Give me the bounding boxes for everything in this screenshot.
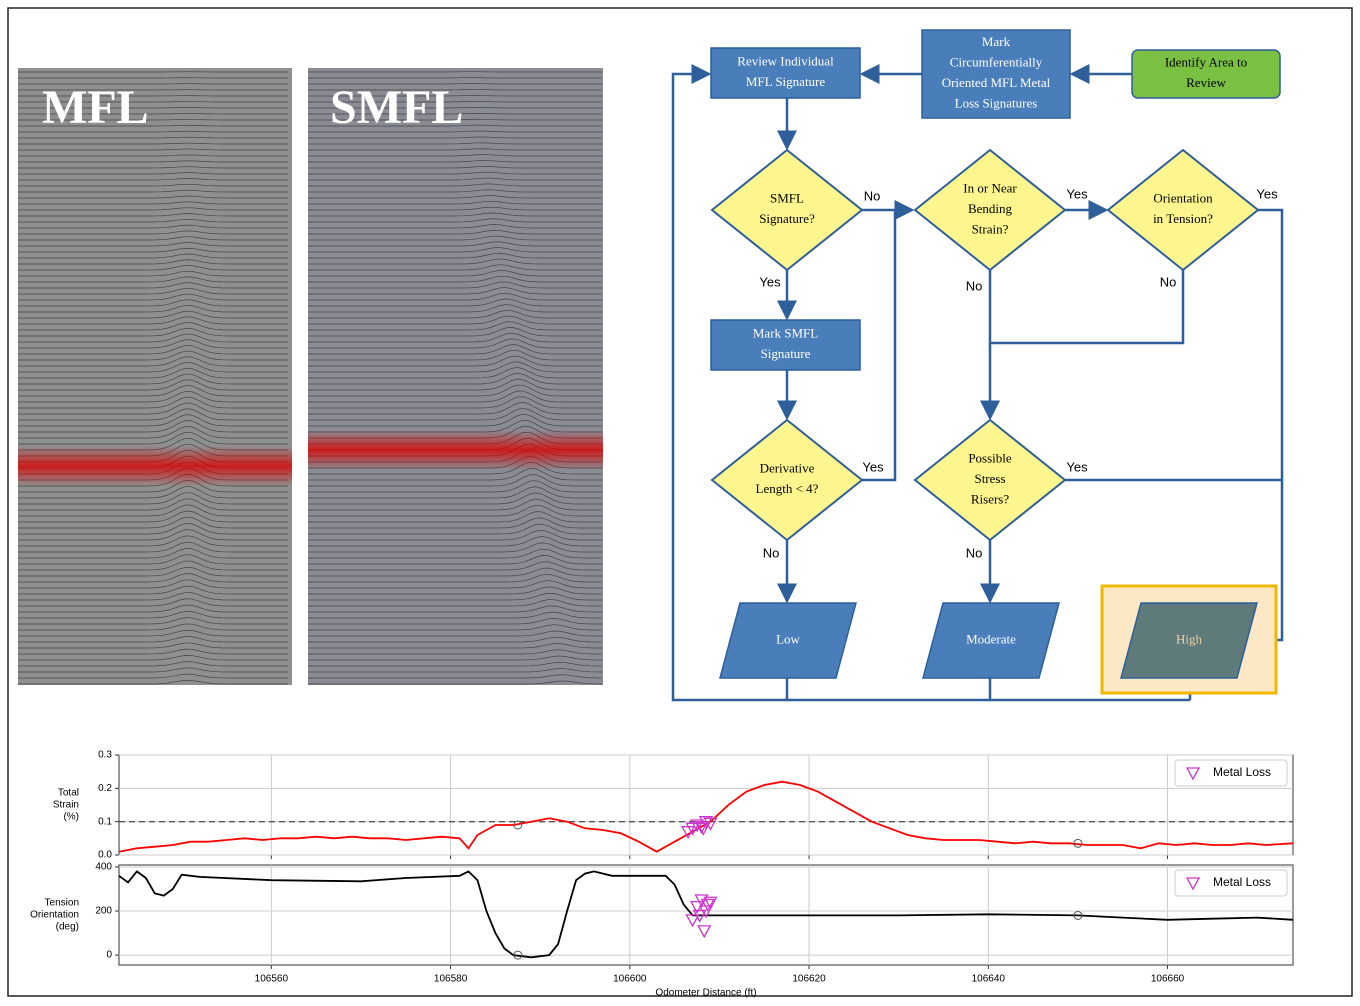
edge-label: Yes [1066,186,1088,201]
x-tick-label: 106580 [434,974,468,985]
edge-label: Yes [759,274,781,289]
node-label: Circumferentially [950,55,1043,70]
y-tick-label: 400 [95,862,112,873]
node-label: Length < 4? [756,481,819,496]
x-tick-label: 106600 [613,974,647,985]
y-axis-label: Strain [53,800,79,811]
node-label: Signature [761,346,811,361]
node-label: Review Individual [737,54,834,69]
node-label: Risers? [971,491,1010,506]
node-label: Orientation [1153,191,1213,206]
y-axis-label: Total [58,788,79,799]
node-label: Review [1186,75,1226,90]
figure: MFL SMFL Identify Area to Review Mark Circum… [0,0,1360,1001]
plot-area [119,755,1293,855]
legend-label: Metal Loss [1213,765,1271,779]
edge-label: No [1160,274,1177,289]
node-label: High [1176,631,1203,646]
signal-image [18,68,292,685]
edge-label: No [966,545,983,560]
red-band [18,446,292,486]
image-label: SMFL [330,81,463,134]
legend-label: Metal Loss [1213,875,1271,889]
decision [712,150,862,270]
y-axis-label: (%) [63,812,79,823]
node-label: In or Near [963,180,1017,195]
y-tick-label: 0 [106,950,112,961]
y-tick-label: 0.1 [98,816,112,827]
edge-label: No [864,188,881,203]
y-tick-label: 0.0 [98,850,112,861]
red-band [308,430,603,470]
node-label: in Tension? [1153,211,1213,226]
y-axis-label: Orientation [30,910,79,921]
x-axis-label: Odometer Distance (ft) [655,988,756,999]
x-tick-label: 106620 [792,974,826,985]
node-label: Low [776,631,800,646]
edge-label: Yes [1256,186,1278,201]
x-tick-label: 106660 [1151,974,1185,985]
node-label: MFL Signature [746,74,826,89]
y-axis-label: (deg) [56,922,79,933]
node-label: Strain? [972,221,1009,236]
node-label: Bending [968,201,1013,216]
y-tick-label: 0.3 [98,750,112,761]
page: MFL SMFL Identify Area to Review Mark Circum… [0,0,1360,1006]
y-tick-label: 200 [95,906,112,917]
node-label: Identify Area to [1165,55,1247,70]
node-label: Loss Signatures [955,96,1038,111]
edge-label: No [763,545,780,560]
node-label: Mark [982,34,1011,49]
edge-label: Yes [1066,459,1088,474]
node-label: Stress [974,471,1005,486]
decision [712,420,862,540]
signal-image [308,68,603,685]
image-label: MFL [42,81,149,134]
node-label: Signature? [759,211,815,226]
node-label: Oriented MFL Metal [942,75,1051,90]
node-label: SMFL [770,191,804,206]
edge-label: No [966,278,983,293]
x-tick-label: 106640 [972,974,1006,985]
decision [1108,150,1258,270]
edge-label: Yes [862,459,884,474]
node-label: Derivative [760,461,815,476]
x-tick-label: 106560 [255,974,289,985]
y-axis-label: Tension [45,898,79,909]
y-tick-label: 0.2 [98,783,112,794]
node-label: Moderate [966,631,1016,646]
node-label: Mark SMFL [753,326,818,341]
node-label: Possible [968,450,1012,465]
